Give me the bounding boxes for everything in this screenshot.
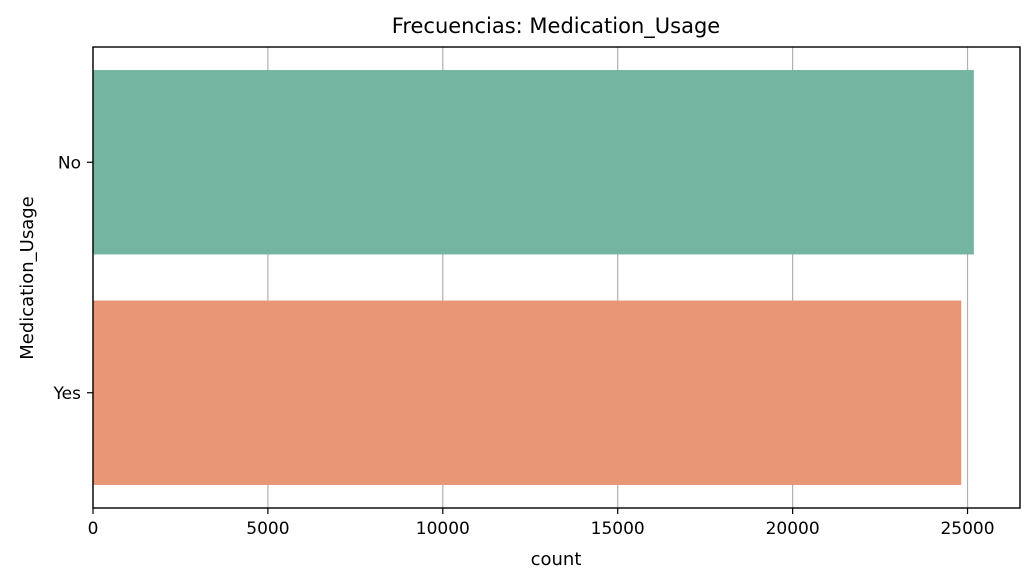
x-tick-label: 20000 (766, 519, 820, 539)
x-tick-label: 10000 (416, 519, 470, 539)
chart-title: Frecuencias: Medication_Usage (392, 14, 720, 39)
y-axis-label: Medication_Usage (17, 196, 38, 360)
x-tick-label: 15000 (591, 519, 645, 539)
plot-frame (92, 46, 1021, 509)
y-tick-label: Yes (53, 384, 82, 404)
x-axis-label: count (531, 549, 582, 570)
y-axis-ticks: No Yes (53, 153, 93, 404)
bars (93, 70, 974, 485)
x-tick-label: 25000 (940, 519, 994, 539)
bar-no (93, 70, 974, 255)
x-axis-ticks: 0 5000 10000 15000 20000 25000 (88, 508, 995, 539)
x-tick-label: 5000 (246, 519, 289, 539)
bar-yes (93, 300, 962, 485)
y-tick-label: No (58, 153, 81, 173)
x-tick-label: 0 (88, 519, 99, 539)
